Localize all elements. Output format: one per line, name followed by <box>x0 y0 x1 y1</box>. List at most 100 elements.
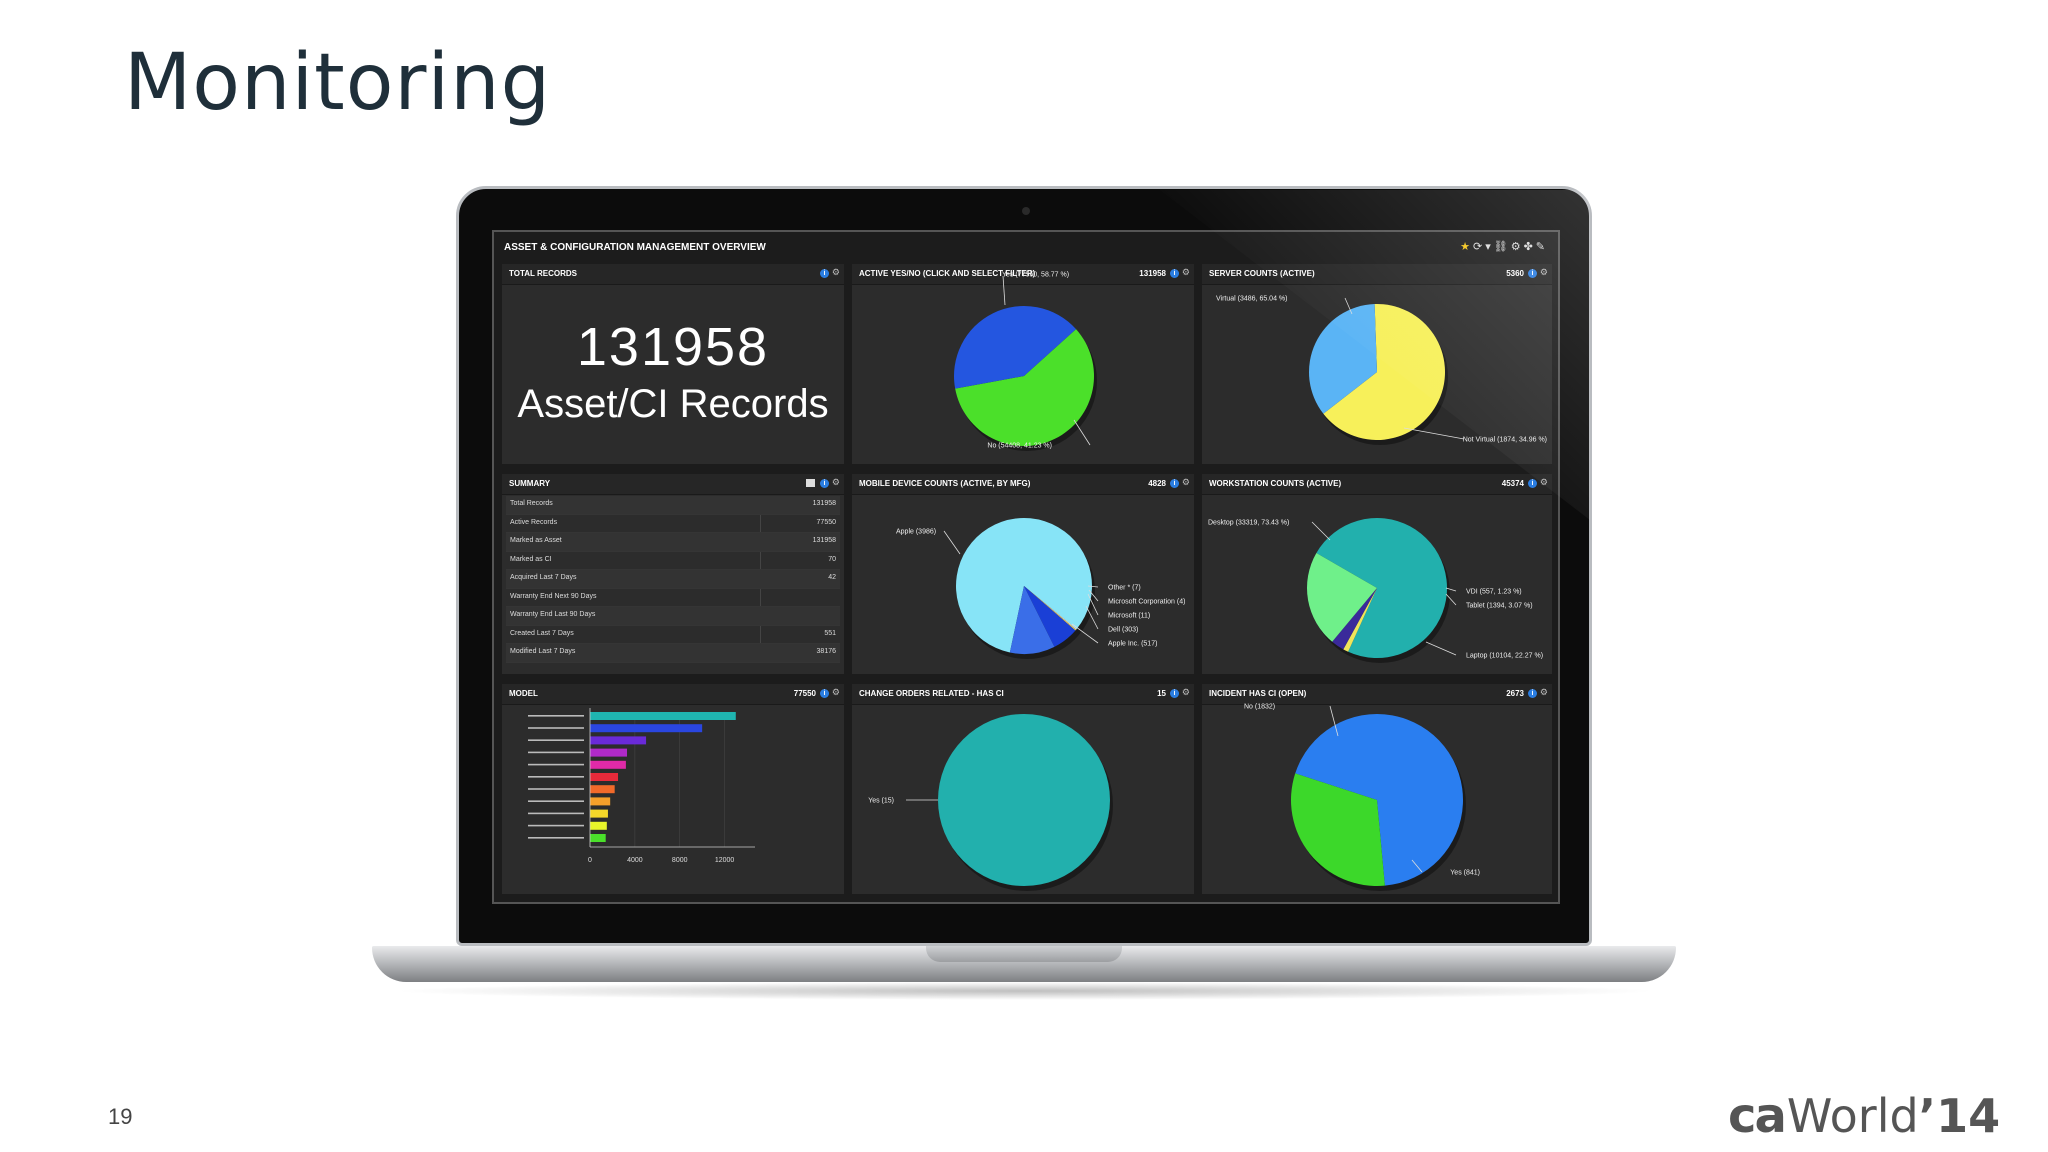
dashboard-toolbar: ★⟳▾⛓⚙✤✎ <box>1460 240 1548 253</box>
gear-icon[interactable]: ⚙ <box>1539 687 1548 697</box>
table-row[interactable]: Modified Last 7 Days 38176 <box>506 644 840 663</box>
pie-slice[interactable] <box>1291 773 1385 886</box>
panel-header: TOTAL RECORDS i ⚙ <box>502 264 844 285</box>
pie-slice[interactable] <box>1024 586 1077 630</box>
info-icon[interactable]: i <box>1528 689 1537 698</box>
row-value: 551 <box>824 629 836 637</box>
pie-slice[interactable] <box>938 714 1110 886</box>
panel-header: MODEL 77550 i ⚙ <box>502 684 844 705</box>
bar[interactable] <box>590 809 608 818</box>
row-label: Marked as CI <box>510 555 552 563</box>
gear-icon[interactable]: ⚙ <box>1181 477 1190 487</box>
table-icon[interactable] <box>806 479 815 487</box>
pie-label: Yes (841) <box>1450 870 1480 877</box>
pie-chart-server[interactable]: Virtual (3486, 65.04 %) Not Virtual (1874… <box>1202 264 1552 464</box>
x-tick-label: 0 <box>588 857 592 864</box>
pie-slice[interactable] <box>1343 588 1377 652</box>
pie-chart-incident[interactable]: No (1832) Yes (841) <box>1202 684 1552 894</box>
info-icon[interactable]: i <box>1170 479 1179 488</box>
table-row[interactable]: Total Records 131958 <box>506 496 840 515</box>
table-row[interactable]: Acquired Last 7 Days 42 <box>506 570 840 589</box>
panel-title: ACTIVE YES/NO (CLICK AND SELECT FILTER) <box>859 269 1036 278</box>
pie-slice[interactable] <box>1316 518 1447 658</box>
puzzle-icon[interactable]: ✤ <box>1523 241 1536 253</box>
bar[interactable] <box>590 760 626 769</box>
pie-slice[interactable] <box>955 329 1094 446</box>
link-icon[interactable]: ⛓ <box>1493 241 1511 253</box>
row-value: 70 <box>828 555 836 563</box>
table-row[interactable]: Marked as Asset 131958 <box>506 533 840 552</box>
pie-slice[interactable] <box>954 306 1077 389</box>
info-icon[interactable]: i <box>820 689 829 698</box>
gear-icon[interactable]: ⚙ <box>831 477 840 487</box>
bar[interactable] <box>590 785 615 794</box>
gear-icon[interactable]: ⚙ <box>1539 477 1548 487</box>
gear-icon[interactable]: ⚙ <box>831 267 840 277</box>
info-icon[interactable]: i <box>1170 689 1179 698</box>
gear-icon[interactable]: ⚙ <box>1539 267 1548 277</box>
pie-slice[interactable] <box>1024 586 1076 647</box>
pie-label: Microsoft (11) <box>1108 613 1150 620</box>
row-label: Created Last 7 Days <box>510 629 574 637</box>
row-label: Warranty End Next 90 Days <box>510 592 597 600</box>
info-icon[interactable]: i <box>1170 269 1179 278</box>
leader-line <box>1344 297 1353 315</box>
webcam <box>1022 207 1030 215</box>
bar[interactable] <box>590 821 607 830</box>
row-label: Warranty End Last 90 Days <box>510 611 596 618</box>
panel-header: INCIDENT HAS CI (OPEN) 2673 i ⚙ <box>1202 684 1552 705</box>
category-label <box>528 812 584 815</box>
table-row[interactable]: Marked as CI 70 <box>506 552 840 570</box>
filter-icon[interactable]: ▾ <box>1485 241 1494 253</box>
panel-header: ACTIVE YES/NO (CLICK AND SELECT FILTER) … <box>852 264 1194 285</box>
pie-chart-change[interactable]: Yes (15) <box>852 684 1194 894</box>
bar[interactable] <box>590 834 606 842</box>
bar[interactable] <box>590 712 736 720</box>
pie-slice[interactable] <box>1024 586 1077 630</box>
table-row[interactable]: Created Last 7 Days 551 <box>506 626 840 644</box>
pie-chart-workstation[interactable]: Desktop (33319, 73.43 %) VDI (557, 1.23 %… <box>1202 474 1552 674</box>
panel-count: 4828 <box>1148 479 1166 488</box>
bar[interactable] <box>590 724 703 733</box>
pie-slice[interactable] <box>956 518 1092 653</box>
bar[interactable] <box>590 797 611 806</box>
bar[interactable] <box>590 773 619 781</box>
pie-slice[interactable] <box>1307 553 1377 642</box>
star-icon[interactable]: ★ <box>1460 241 1473 253</box>
panel-header: WORKSTATION COUNTS (ACTIVE) 45374 i ⚙ <box>1202 474 1552 495</box>
pie-slice[interactable] <box>1295 714 1463 886</box>
pie-slice[interactable] <box>1332 588 1377 650</box>
pie-slice[interactable] <box>1309 304 1377 414</box>
table-row[interactable]: Warranty End Next 90 Days <box>506 589 840 607</box>
pie-chart-active[interactable]: Yes (77550, 58.77 %) No (54408, 41.23 %) <box>852 264 1194 464</box>
gear-icon[interactable]: ⚙ <box>1181 267 1190 277</box>
panel-title: CHANGE ORDERS RELATED - HAS CI <box>859 689 1004 698</box>
summary-table: Total Records 131958 Active Records 77550 … <box>506 496 840 663</box>
table-row[interactable]: Active Records 77550 <box>506 515 840 533</box>
category-label <box>528 715 584 717</box>
pie-slice[interactable] <box>1009 586 1055 654</box>
category-label <box>528 788 584 790</box>
bar[interactable] <box>590 736 647 745</box>
pie-chart-mobile[interactable]: Apple (3986) Other * (7) Microsoft Corpora… <box>852 474 1194 674</box>
page-number: 19 <box>108 1104 133 1129</box>
gear-icon[interactable]: ⚙ <box>831 687 840 697</box>
settings-icon[interactable]: ⚙ <box>1510 241 1524 253</box>
gear-icon[interactable]: ⚙ <box>1181 687 1190 697</box>
edit-icon[interactable]: ✎ <box>1535 241 1548 253</box>
category-label <box>528 824 584 827</box>
info-icon[interactable]: i <box>820 269 829 278</box>
refresh-icon[interactable]: ⟳ <box>1472 241 1486 253</box>
panel-header: SERVER COUNTS (ACTIVE) 5360 i ⚙ <box>1202 264 1552 285</box>
pie-slice[interactable] <box>1323 304 1445 440</box>
bar-chart-model[interactable]: 0 4000 8000 12000 <box>502 684 844 894</box>
panel-title: SERVER COUNTS (ACTIVE) <box>1209 269 1315 278</box>
bar[interactable] <box>590 748 628 757</box>
total-records-label: Asset/CI Records <box>517 382 829 426</box>
info-icon[interactable]: i <box>1528 479 1537 488</box>
info-icon[interactable]: i <box>1528 269 1537 278</box>
table-row[interactable]: Warranty End Last 90 Days <box>506 607 840 626</box>
info-icon[interactable]: i <box>820 479 829 488</box>
pie-slice[interactable] <box>1024 586 1077 631</box>
pie-label: Yes (77550, 58.77 %) <box>1002 272 1069 279</box>
